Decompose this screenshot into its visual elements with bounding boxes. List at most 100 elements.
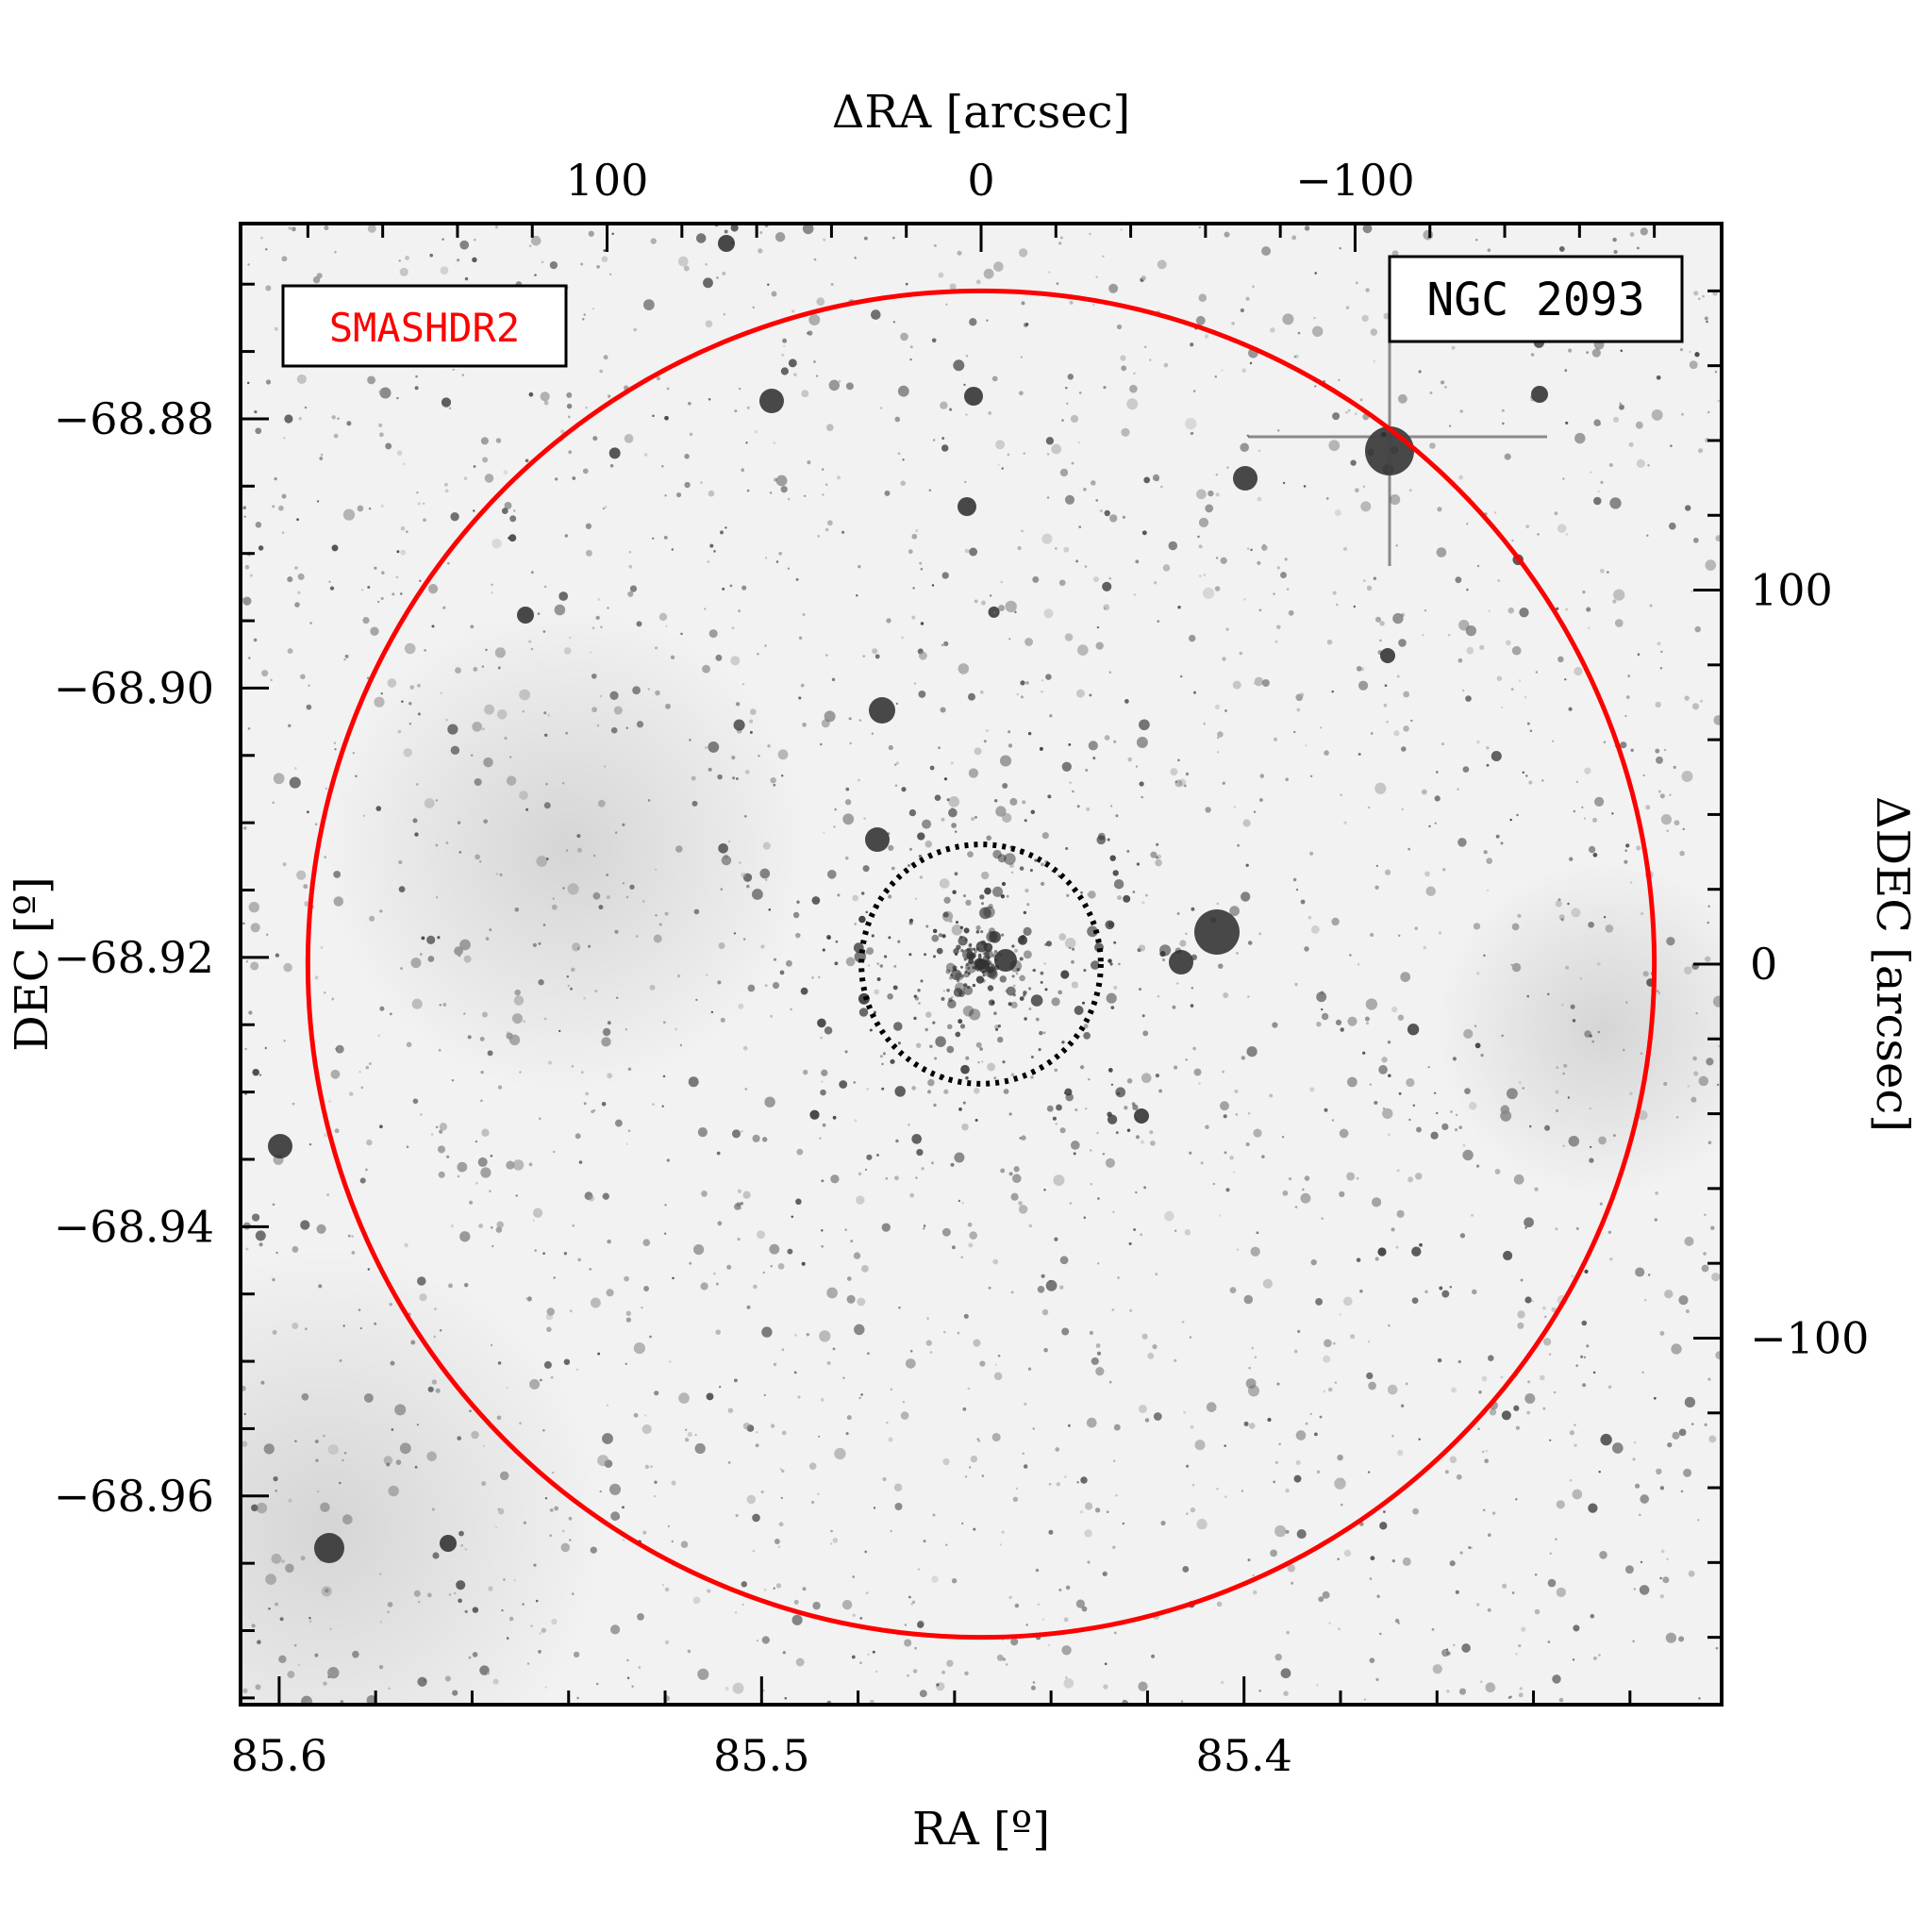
star	[367, 1268, 371, 1271]
star	[316, 500, 320, 503]
star	[602, 1433, 613, 1444]
cluster-star	[1113, 878, 1124, 890]
star	[819, 1330, 831, 1342]
star	[497, 1361, 502, 1365]
star	[1609, 497, 1622, 509]
star	[263, 1443, 275, 1455]
star	[1522, 1087, 1525, 1090]
star	[764, 984, 768, 988]
star	[1679, 850, 1685, 857]
star	[1084, 1529, 1092, 1538]
star	[1656, 1468, 1662, 1475]
star	[1567, 1096, 1571, 1099]
star	[1501, 408, 1505, 412]
cluster-star	[1115, 814, 1119, 818]
cluster-star	[839, 1080, 848, 1089]
star	[742, 1045, 748, 1051]
star	[359, 1326, 363, 1330]
star	[431, 1507, 435, 1511]
star	[1103, 604, 1110, 611]
cluster-star	[932, 928, 938, 934]
star	[1579, 977, 1583, 980]
star	[250, 923, 260, 933]
star	[451, 1079, 455, 1082]
star	[744, 815, 747, 818]
star	[1305, 744, 1307, 747]
star	[970, 1455, 978, 1463]
star	[762, 841, 771, 850]
star	[759, 868, 771, 879]
star	[710, 1010, 714, 1014]
star	[279, 1617, 284, 1622]
star	[293, 1643, 297, 1647]
star	[402, 462, 406, 466]
star	[1481, 1450, 1485, 1454]
star	[545, 1313, 554, 1321]
cluster-star	[1047, 794, 1052, 799]
star	[1560, 918, 1564, 922]
star	[1157, 994, 1160, 998]
cluster-star	[975, 1041, 982, 1048]
star	[742, 938, 746, 941]
star	[1659, 1576, 1662, 1580]
star	[589, 1268, 591, 1271]
star	[718, 942, 725, 949]
star	[1457, 1359, 1461, 1364]
cluster-star	[927, 1090, 931, 1094]
cluster-star	[918, 854, 923, 858]
star	[1198, 225, 1202, 229]
star	[1032, 1681, 1036, 1684]
star	[777, 1263, 785, 1270]
star	[1102, 581, 1112, 591]
star	[1510, 963, 1513, 967]
star	[795, 932, 801, 939]
star	[862, 655, 866, 658]
star	[474, 238, 476, 242]
star	[446, 1155, 450, 1158]
star	[1620, 741, 1627, 749]
star	[943, 896, 951, 904]
star	[741, 1603, 744, 1607]
star	[1199, 575, 1202, 577]
star	[598, 905, 604, 910]
star	[1501, 1034, 1504, 1038]
star	[564, 534, 568, 538]
star	[1692, 1056, 1697, 1061]
star	[1229, 906, 1241, 917]
star	[768, 908, 772, 911]
star	[364, 1168, 368, 1172]
star	[746, 1494, 757, 1505]
star	[733, 1378, 738, 1383]
star	[633, 1341, 646, 1355]
star	[1143, 1186, 1147, 1190]
star	[1179, 675, 1183, 678]
star	[865, 910, 869, 914]
cluster-star	[1107, 838, 1110, 841]
star	[1143, 345, 1147, 349]
cluster-star	[892, 985, 898, 991]
star	[1216, 736, 1220, 740]
star	[445, 841, 449, 844]
star	[1081, 1606, 1088, 1612]
star	[588, 944, 591, 948]
star	[1059, 1285, 1064, 1290]
star	[717, 1221, 723, 1226]
star	[1350, 459, 1357, 466]
left-tick-label: −68.90	[54, 662, 214, 713]
star	[626, 1658, 629, 1662]
star	[759, 231, 763, 235]
star	[272, 1203, 275, 1207]
star	[1612, 1134, 1616, 1138]
star	[1593, 419, 1601, 426]
star	[1667, 1441, 1673, 1448]
star	[1160, 1521, 1166, 1526]
star	[1487, 889, 1490, 892]
star	[1528, 1124, 1532, 1128]
cluster-star	[1110, 1006, 1115, 1009]
star	[1405, 1382, 1408, 1386]
star	[905, 282, 908, 286]
star	[911, 1600, 916, 1604]
star	[406, 1145, 409, 1149]
star	[1387, 1133, 1391, 1137]
cluster-star	[967, 851, 974, 858]
